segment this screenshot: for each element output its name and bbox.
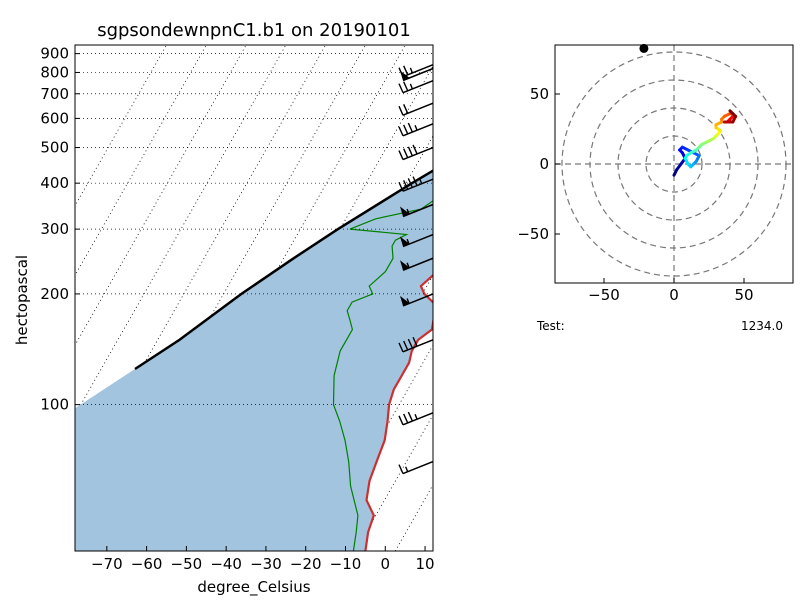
hodograph-segment — [728, 109, 738, 118]
plot-frame — [74, 44, 434, 552]
isotherm-line — [515, 45, 800, 551]
hodograph-y-tick-label: 50 — [530, 85, 549, 103]
wind-barb — [400, 67, 434, 82]
cape-shading — [75, 170, 433, 551]
x-tick-label: 10 — [415, 555, 434, 573]
x-tick-label: −70 — [91, 555, 123, 573]
hodograph-y-tick-label: −50 — [517, 225, 549, 243]
hodograph-y-tick-label: 0 — [539, 155, 549, 173]
y-tick-label: 700 — [40, 85, 69, 103]
wind-barb — [400, 233, 434, 248]
chart-title: sgpsondewnpnC1.b1 on 20190101 — [97, 20, 411, 41]
wind-barb — [398, 144, 434, 161]
wind-barb — [398, 79, 434, 94]
hodograph-ring — [617, 107, 731, 221]
hodograph-x-tick-label: 50 — [734, 286, 753, 304]
wind-barb — [398, 336, 434, 353]
y-tick-label: 600 — [40, 109, 69, 127]
x-tick-label: −20 — [290, 555, 322, 573]
y-tick-label: 500 — [40, 139, 69, 157]
hodograph-x-tick-label: 0 — [669, 286, 679, 304]
y-tick-label: 300 — [40, 220, 69, 238]
y-tick-label: 400 — [40, 174, 69, 192]
x-tick-label: −40 — [210, 555, 242, 573]
wind-barb — [398, 102, 434, 116]
parcel-path — [134, 169, 433, 371]
y-axis-label: hectopascal — [13, 255, 31, 345]
hodograph-grid — [555, 45, 793, 283]
dewpoint-profile — [332, 200, 433, 551]
x-tick-label: −60 — [131, 555, 163, 573]
wind-barb — [398, 411, 434, 426]
wind-barbs — [398, 63, 434, 475]
wind-barb — [398, 176, 434, 192]
isotherm-line — [435, 45, 723, 551]
y-tick-label: 900 — [40, 45, 69, 63]
temperature-profile — [364, 273, 433, 551]
hodograph-trace — [672, 109, 738, 177]
test-value: 1234.0 — [741, 319, 783, 333]
skew-t-panel: sgpsondewnpnC1.b1 on 20190101 −70 −60 −50−… — [13, 20, 800, 597]
x-tick-label: −50 — [171, 555, 203, 573]
isotherm-line — [394, 483, 433, 551]
isotherm-line — [594, 45, 800, 551]
skew-t-plot: −70 −60 −50 −40 −30 −20 −10 0 10 100200300400500… — [40, 43, 800, 573]
isotherm-line — [793, 45, 800, 551]
wind-barb — [400, 293, 434, 307]
x-tick-label: 0 — [380, 555, 390, 573]
lcl-marker — [639, 43, 649, 53]
hodograph-x-tick-label: −50 — [588, 286, 620, 304]
y-tick-label: 100 — [40, 396, 69, 414]
wind-barb — [398, 122, 434, 137]
test-label: Test: — [536, 319, 565, 333]
hodograph-panel: −50 −50 0 0 50 50 — [517, 44, 794, 304]
y-tick-label: 200 — [40, 285, 69, 303]
x-axis-label: degree_Celsius — [197, 578, 310, 597]
x-axis-ticks: −70 −60 −50 −40 −30 −20 −10 0 10 — [91, 546, 435, 573]
wind-barb — [398, 460, 434, 475]
hodograph-ticks: −50 −50 0 0 50 50 — [517, 85, 753, 304]
x-tick-label: −10 — [330, 555, 362, 573]
x-tick-label: −30 — [250, 555, 282, 573]
wind-barb — [400, 203, 434, 218]
wind-barb — [400, 257, 434, 271]
isotherm-line — [634, 45, 800, 551]
y-tick-label: 800 — [40, 63, 69, 81]
